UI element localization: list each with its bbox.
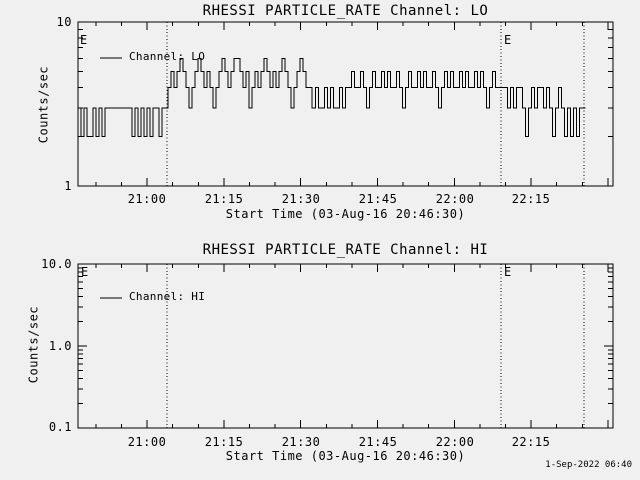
lo-x-axis-title: Start Time (03-Aug-16 20:46:30) <box>225 207 466 221</box>
lo-y-axis-title: Counts/sec <box>36 65 51 144</box>
hi-eclipse-marker-left: E <box>81 265 89 279</box>
lo-xtick-2145: 21:45 <box>358 192 398 206</box>
hi-x-axis-title: Start Time (03-Aug-16 20:46:30) <box>225 449 466 463</box>
lo-xtick-2215: 22:15 <box>511 192 551 206</box>
lo-xtick-2200: 22:00 <box>435 192 475 206</box>
hi-ytick-label-01: 0.1 <box>48 420 72 434</box>
hi-y-axis-title: Counts/sec <box>26 305 41 384</box>
lo-ytick-label-1: 1 <box>64 179 72 193</box>
lo-ytick-label-10: 10 <box>56 15 72 29</box>
hi-xtick-2145: 21:45 <box>358 435 398 449</box>
hi-xtick-2200: 22:00 <box>435 435 475 449</box>
lo-xtick-2130: 21:30 <box>281 192 321 206</box>
hi-eclipse-marker-right: E <box>504 265 512 279</box>
hi-xtick-2215: 22:15 <box>511 435 551 449</box>
generation-timestamp: 1-Sep-2022 06:40 <box>545 460 632 470</box>
hi-ytick-label-10: 10.0 <box>41 257 72 271</box>
hi-xtick-2100: 21:00 <box>127 435 167 449</box>
hi-ytick-label-1: 1.0 <box>48 339 72 353</box>
hi-legend-label: Channel: HI <box>129 290 206 303</box>
panel-hi-title: RHESSI PARTICLE_RATE Channel: HI <box>202 242 489 258</box>
lo-xtick-2100: 21:00 <box>127 192 167 206</box>
lo-legend-label: Channel: LO <box>129 50 206 63</box>
lo-eclipse-marker-left: E <box>80 33 88 47</box>
hi-xtick-2115: 21:15 <box>204 435 244 449</box>
panel-lo-title: RHESSI PARTICLE_RATE Channel: LO <box>202 3 489 19</box>
hi-xtick-2130: 21:30 <box>281 435 321 449</box>
lo-eclipse-marker-right: E <box>504 33 512 47</box>
lo-xtick-2115: 21:15 <box>204 192 244 206</box>
